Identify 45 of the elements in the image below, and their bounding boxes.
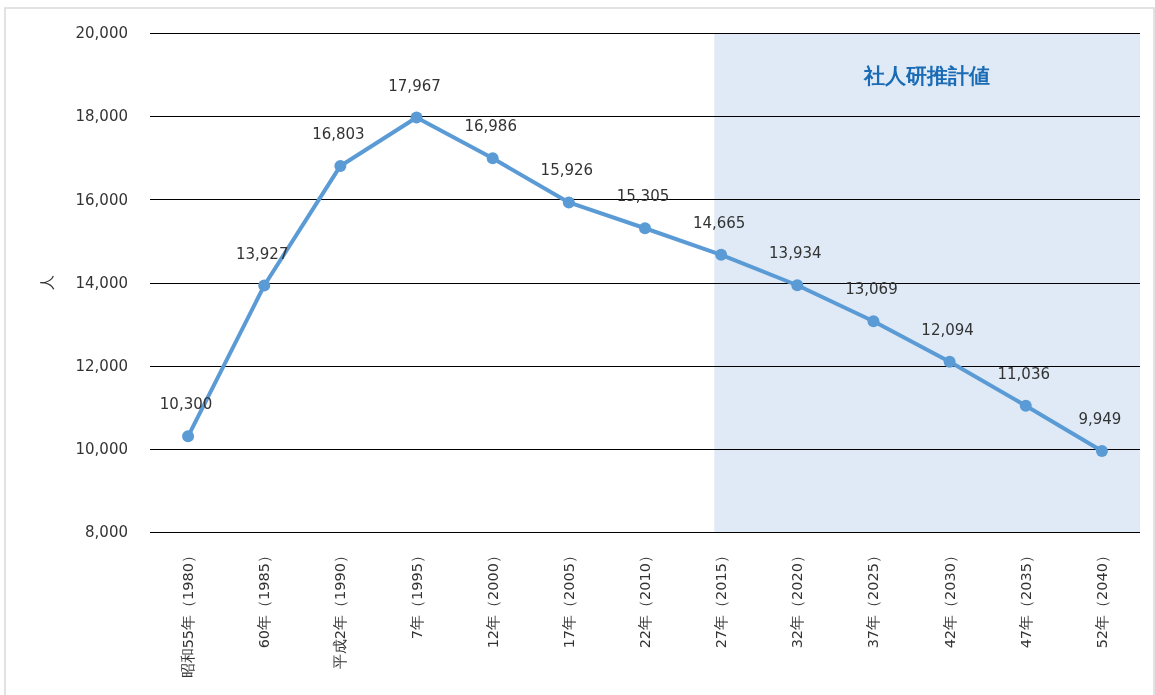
point <box>562 196 575 209</box>
data-label: 12,094 <box>921 320 974 339</box>
y-tick-label: 18,000 <box>75 107 128 126</box>
data-label: 13,069 <box>845 280 898 299</box>
y-tick-label: 8,000 <box>85 523 128 542</box>
point <box>639 222 651 235</box>
x-tick-label: 32年（2020） <box>789 548 806 649</box>
x-tick-label: 52年（2040） <box>1093 548 1110 649</box>
data-label: 17,967 <box>388 76 441 95</box>
x-tick-label: 昭和55年（1980） <box>180 548 197 679</box>
point <box>258 279 271 292</box>
y-tick-label: 12,000 <box>75 356 128 375</box>
point <box>715 248 728 261</box>
data-label: 14,665 <box>692 213 746 232</box>
data-label: 9,949 <box>1078 409 1122 428</box>
data-label: 13,934 <box>769 244 822 263</box>
x-tick-label: 22年（2010） <box>637 548 653 649</box>
y-tick-label: 16,000 <box>75 190 128 209</box>
y-axis-title: 人 <box>38 275 56 290</box>
point <box>943 355 956 368</box>
point <box>867 315 880 328</box>
point <box>486 152 499 165</box>
y-tick-label: 10,000 <box>75 440 128 459</box>
x-tick-label: 37年（2025） <box>865 548 882 649</box>
point <box>334 159 347 172</box>
x-tick-label: 60年（1985） <box>256 548 273 649</box>
point <box>1019 399 1032 412</box>
point <box>791 279 804 292</box>
data-label: 16,986 <box>464 117 517 136</box>
point <box>182 430 195 443</box>
x-tick-label: 47年（2035） <box>1017 548 1034 649</box>
data-label: 16,803 <box>312 124 365 143</box>
point <box>410 111 423 124</box>
x-tick-label: 12年（2000） <box>484 548 501 649</box>
x-tick-label: 17年（2005） <box>560 548 577 649</box>
y-tick-label: 20,000 <box>75 24 128 43</box>
y-tick-label: 14,000 <box>75 273 128 292</box>
x-tick-label: 平成2年（1990） <box>332 548 349 670</box>
band-label: 社人研推計値 <box>863 64 991 88</box>
point <box>1095 444 1108 457</box>
data-label: 15,926 <box>540 161 594 180</box>
x-tick-label: 7年（1995） <box>408 548 425 640</box>
x-tick-label: 27年（2015） <box>713 548 730 649</box>
x-tick-label: 42年（2030） <box>941 548 958 649</box>
data-label: 11,036 <box>997 364 1051 383</box>
